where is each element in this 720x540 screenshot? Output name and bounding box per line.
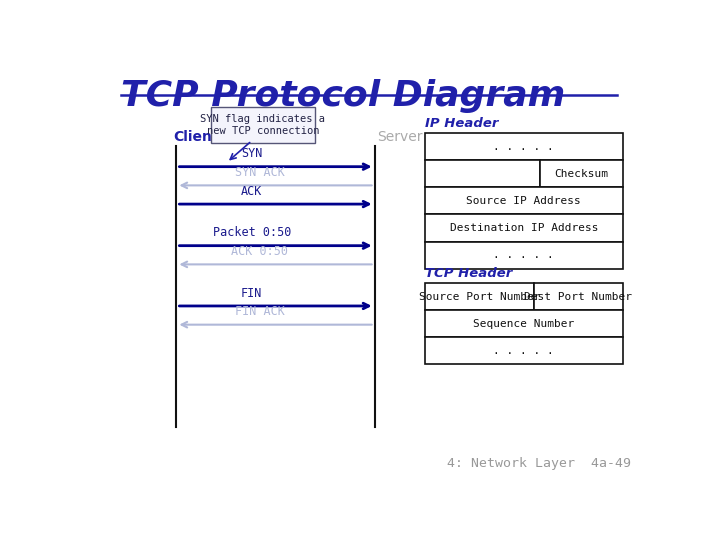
Text: . . . . .: . . . . .: [493, 142, 554, 152]
Bar: [425, 214, 623, 241]
Text: Packet 0:50: Packet 0:50: [212, 226, 291, 239]
Text: ACK 0:50: ACK 0:50: [231, 245, 288, 258]
Bar: [425, 283, 534, 310]
Text: . . . . .: . . . . .: [493, 250, 554, 260]
Bar: [425, 160, 540, 187]
Bar: [425, 241, 623, 268]
Text: Sequence Number: Sequence Number: [473, 319, 575, 329]
Text: IP Header: IP Header: [425, 117, 498, 130]
Text: Checksum: Checksum: [554, 169, 608, 179]
Text: Dest Port Number: Dest Port Number: [524, 292, 632, 302]
Text: FIN: FIN: [241, 287, 263, 300]
Text: Source Port Number: Source Port Number: [418, 292, 540, 302]
Text: Server: Server: [377, 130, 423, 144]
Text: 4: Network Layer  4a-49: 4: Network Layer 4a-49: [447, 457, 631, 470]
Text: SYN: SYN: [241, 147, 263, 160]
Bar: [425, 310, 623, 337]
Bar: [534, 283, 623, 310]
FancyBboxPatch shape: [212, 107, 315, 143]
Bar: [540, 160, 623, 187]
Text: . . . . .: . . . . .: [493, 346, 554, 356]
Text: SYN flag indicates a
new TCP connection: SYN flag indicates a new TCP connection: [200, 114, 325, 136]
Text: TCP Header: TCP Header: [425, 267, 512, 280]
Text: ACK: ACK: [241, 185, 263, 198]
Bar: [425, 187, 623, 214]
Text: Destination IP Address: Destination IP Address: [449, 223, 598, 233]
Text: TCP Protocol Diagram: TCP Protocol Diagram: [121, 79, 565, 113]
Text: Client: Client: [174, 130, 219, 144]
Text: FIN ACK: FIN ACK: [235, 306, 284, 319]
Text: Source IP Address: Source IP Address: [467, 196, 581, 206]
Text: SYN ACK: SYN ACK: [235, 166, 284, 179]
Bar: [425, 133, 623, 160]
Bar: [425, 337, 623, 364]
